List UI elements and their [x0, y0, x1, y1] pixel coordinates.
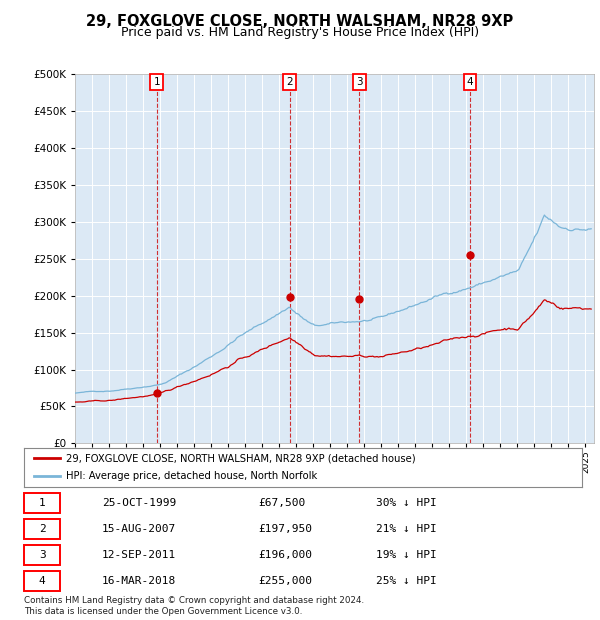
Text: 1: 1	[39, 498, 46, 508]
FancyBboxPatch shape	[24, 519, 60, 539]
Text: £196,000: £196,000	[259, 550, 313, 560]
Text: 16-MAR-2018: 16-MAR-2018	[102, 576, 176, 586]
Text: 4: 4	[39, 576, 46, 586]
Text: 15-AUG-2007: 15-AUG-2007	[102, 524, 176, 534]
Text: 3: 3	[356, 77, 362, 87]
Text: Price paid vs. HM Land Registry's House Price Index (HPI): Price paid vs. HM Land Registry's House …	[121, 26, 479, 39]
Text: Contains HM Land Registry data © Crown copyright and database right 2024.
This d: Contains HM Land Registry data © Crown c…	[24, 596, 364, 616]
FancyBboxPatch shape	[24, 493, 60, 513]
Text: 25% ↓ HPI: 25% ↓ HPI	[376, 576, 436, 586]
Text: 30% ↓ HPI: 30% ↓ HPI	[376, 498, 436, 508]
Text: £255,000: £255,000	[259, 576, 313, 586]
FancyBboxPatch shape	[24, 545, 60, 565]
Text: 29, FOXGLOVE CLOSE, NORTH WALSHAM, NR28 9XP (detached house): 29, FOXGLOVE CLOSE, NORTH WALSHAM, NR28 …	[66, 453, 415, 463]
Text: £67,500: £67,500	[259, 498, 305, 508]
Text: 2: 2	[39, 524, 46, 534]
Text: 29, FOXGLOVE CLOSE, NORTH WALSHAM, NR28 9XP: 29, FOXGLOVE CLOSE, NORTH WALSHAM, NR28 …	[86, 14, 514, 29]
FancyBboxPatch shape	[24, 571, 60, 591]
Text: 3: 3	[39, 550, 46, 560]
Text: 25-OCT-1999: 25-OCT-1999	[102, 498, 176, 508]
Text: 12-SEP-2011: 12-SEP-2011	[102, 550, 176, 560]
Text: 21% ↓ HPI: 21% ↓ HPI	[376, 524, 436, 534]
Text: £197,950: £197,950	[259, 524, 313, 534]
Text: 2: 2	[286, 77, 293, 87]
Text: 4: 4	[467, 77, 473, 87]
Text: 1: 1	[154, 77, 160, 87]
Text: 19% ↓ HPI: 19% ↓ HPI	[376, 550, 436, 560]
Text: HPI: Average price, detached house, North Norfolk: HPI: Average price, detached house, Nort…	[66, 471, 317, 481]
